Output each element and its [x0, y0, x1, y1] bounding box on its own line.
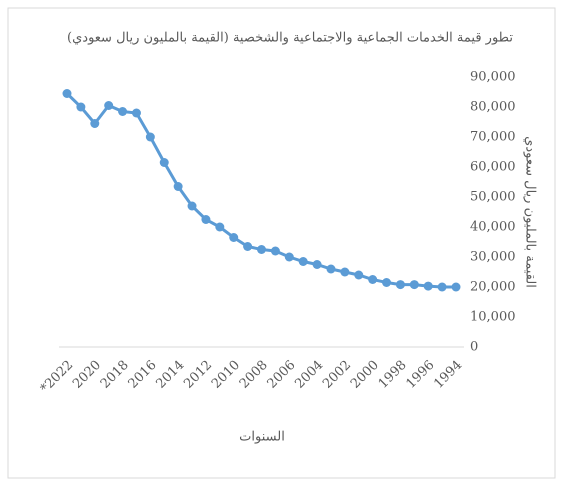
data-point — [326, 264, 336, 274]
y-tick-label: 0 — [470, 340, 478, 355]
y-tick-label: 80,000 — [470, 100, 516, 115]
chart-title: تطور قيمة الخدمات الجماعية والاجتماعية و… — [67, 31, 513, 46]
y-tick-label: 90,000 — [470, 70, 516, 85]
data-point — [312, 260, 322, 269]
data-point — [437, 282, 447, 292]
data-point — [173, 182, 183, 191]
data-point — [423, 281, 433, 291]
data-point — [368, 275, 378, 284]
data-point — [340, 267, 350, 277]
data-point — [298, 257, 308, 266]
data-point — [201, 215, 211, 224]
data-point — [451, 282, 461, 292]
y-tick-label: 40,000 — [470, 220, 516, 235]
data-point — [229, 233, 239, 242]
data-point — [409, 280, 419, 290]
chart-frame — [7, 7, 556, 479]
data-point — [76, 102, 86, 112]
data-point — [284, 252, 294, 262]
data-point — [62, 89, 72, 98]
data-point — [382, 278, 392, 287]
y-tick-label: 30,000 — [470, 250, 516, 265]
data-point — [187, 201, 197, 211]
data-point — [118, 107, 128, 116]
y-axis-title: القيمة بالمليون ريال سعودي — [523, 136, 538, 288]
data-point — [243, 242, 253, 251]
y-tick-label: 60,000 — [470, 160, 516, 175]
data-point — [215, 222, 225, 232]
y-tick-label: 10,000 — [470, 310, 516, 325]
data-point — [90, 119, 100, 128]
x-axis-title: السنوات — [239, 430, 285, 445]
data-point — [270, 246, 280, 256]
data-point — [131, 108, 141, 118]
y-tick-label: 20,000 — [470, 280, 516, 295]
y-tick-label: 50,000 — [470, 190, 516, 205]
y-tick-label: 70,000 — [470, 130, 516, 145]
data-point — [354, 270, 364, 280]
data-point — [159, 158, 169, 167]
data-point — [145, 132, 155, 142]
data-point — [395, 280, 405, 290]
data-point — [104, 101, 114, 110]
data-point — [257, 245, 266, 254]
